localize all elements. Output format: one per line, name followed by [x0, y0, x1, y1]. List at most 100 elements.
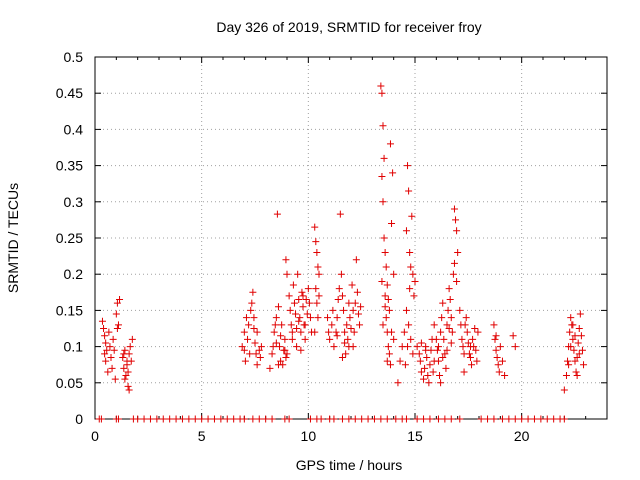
data-point — [564, 357, 572, 365]
data-point — [333, 314, 341, 322]
y-tick-label: 0 — [75, 411, 83, 427]
data-point — [381, 292, 389, 300]
data-point — [271, 321, 279, 329]
data-point — [496, 343, 504, 351]
data-point — [438, 314, 446, 322]
data-point — [574, 339, 582, 347]
data-point — [413, 343, 421, 351]
data-point — [569, 321, 577, 329]
data-point — [349, 343, 357, 351]
data-point — [305, 299, 313, 307]
data-point — [350, 328, 358, 336]
x-axis-label: GPS time / hours — [296, 457, 403, 473]
data-point — [491, 335, 499, 343]
data-point — [285, 415, 293, 423]
data-point — [281, 346, 289, 354]
data-point — [410, 292, 418, 300]
data-point — [288, 335, 296, 343]
data-point — [277, 332, 285, 340]
data-point — [338, 415, 346, 423]
data-point — [459, 343, 467, 351]
data-point — [571, 357, 579, 365]
data-point — [440, 335, 448, 343]
data-point — [378, 172, 386, 180]
data-point — [575, 325, 583, 332]
data-point — [334, 296, 342, 304]
data-point — [409, 350, 417, 358]
data-point — [301, 321, 309, 329]
data-point — [404, 162, 412, 170]
data-point — [245, 321, 253, 329]
chart-title: Day 326 of 2019, SRMTID for receiver fro… — [216, 19, 481, 35]
data-point — [404, 343, 412, 351]
data-point — [253, 328, 261, 336]
data-point — [107, 353, 115, 361]
data-point — [495, 368, 503, 376]
data-point — [124, 368, 132, 376]
data-point — [341, 328, 349, 336]
data-point — [110, 346, 118, 354]
data-point — [394, 379, 402, 387]
data-point — [567, 343, 575, 351]
data-point — [566, 328, 574, 336]
data-point — [126, 343, 134, 351]
data-point — [326, 335, 334, 343]
data-point — [329, 306, 337, 314]
data-point — [314, 314, 322, 322]
y-tick-label: 0.2 — [64, 266, 84, 282]
data-point — [102, 357, 110, 365]
data-point — [498, 357, 506, 365]
data-point — [474, 328, 482, 336]
data-point — [272, 314, 280, 322]
data-point — [127, 357, 135, 365]
data-point — [405, 187, 413, 195]
data-point — [301, 335, 309, 343]
data-point — [166, 415, 174, 423]
data-point — [413, 415, 421, 423]
data-point — [313, 299, 321, 307]
data-point — [325, 328, 333, 336]
data-point — [436, 372, 444, 380]
data-point — [341, 339, 349, 347]
data-point — [108, 364, 116, 372]
data-point — [465, 350, 473, 358]
data-point — [417, 339, 425, 347]
data-point — [257, 343, 265, 351]
data-point — [178, 415, 186, 423]
data-point — [509, 332, 517, 340]
data-point — [550, 415, 558, 423]
data-point — [471, 325, 479, 332]
data-point — [296, 314, 304, 322]
data-point — [346, 314, 354, 322]
data-point — [298, 288, 306, 296]
data-point — [159, 415, 167, 423]
data-point — [98, 317, 106, 325]
data-point — [241, 357, 249, 365]
data-point — [230, 415, 238, 423]
data-point — [223, 415, 231, 423]
data-point — [113, 325, 121, 332]
data-point — [315, 270, 323, 278]
data-point — [434, 357, 442, 365]
data-point — [422, 346, 430, 354]
data-point — [464, 339, 472, 347]
data-marks — [95, 82, 588, 423]
data-point — [97, 415, 105, 423]
y-tick-label: 0.3 — [64, 194, 84, 210]
data-point — [386, 140, 394, 148]
data-point — [128, 335, 136, 343]
data-point — [383, 415, 391, 423]
data-point — [100, 325, 108, 332]
data-point — [337, 270, 345, 278]
x-tick-label: 15 — [407, 428, 423, 444]
data-point — [253, 361, 261, 369]
data-point — [571, 332, 579, 340]
data-point — [447, 314, 455, 322]
x-tick-label: 0 — [91, 428, 99, 444]
data-point — [439, 299, 447, 307]
data-point — [364, 415, 372, 423]
data-point — [380, 234, 388, 242]
data-point — [461, 321, 469, 329]
data-point — [437, 328, 445, 336]
data-point — [240, 328, 248, 336]
